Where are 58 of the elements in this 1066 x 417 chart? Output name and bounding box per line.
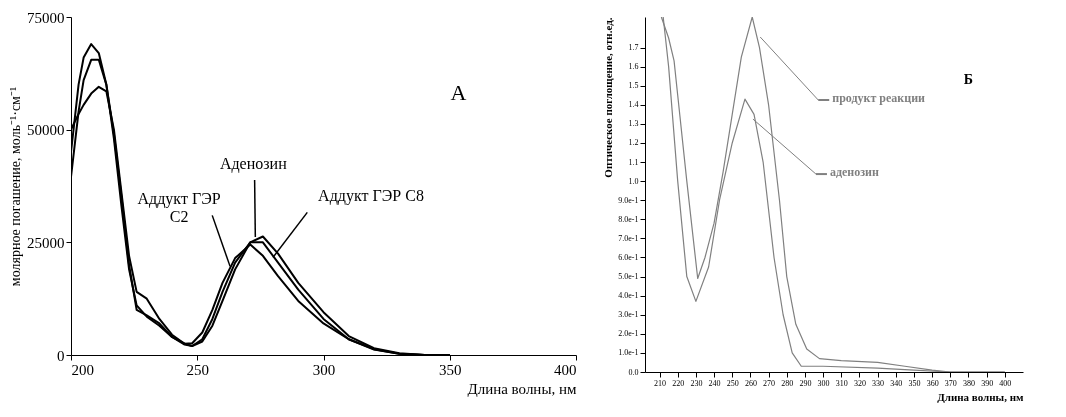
y-tick-label: 75000 [27, 9, 65, 26]
x-tick-label: 400 [999, 378, 1012, 388]
x-tick-label: 210 [654, 378, 667, 388]
y-tick-label: 1.0 [628, 176, 639, 186]
x-axis-title: Длина волны, нм [467, 380, 577, 397]
x-tick-label: 220 [672, 378, 685, 388]
annotation: Аддукт ГЭР C2 [137, 190, 221, 226]
y-axis-title: молярное погашение, моль⁻¹·см⁻¹ [8, 86, 23, 287]
y-tick-label: 0.0 [628, 367, 639, 377]
y-tick-label: 25000 [27, 234, 65, 251]
x-tick-label: 370 [944, 378, 957, 388]
legend-label: продукт реакции [832, 91, 926, 105]
y-tick-label: 1.6 [628, 62, 639, 72]
y-tick-label: 9.0e-1 [618, 195, 639, 205]
y-tick-label: 1.4 [628, 100, 639, 110]
x-tick-label: 340 [890, 378, 903, 388]
x-tick-label: 310 [835, 378, 848, 388]
x-tick-label: 200 [71, 361, 94, 378]
y-axis-title: Оптическое поглощение, отн.ед. [602, 17, 615, 178]
x-axis-title: Длина волны, нм [937, 390, 1024, 403]
x-tick-label: 350 [439, 361, 462, 378]
y-tick-label: 1.0e-1 [618, 348, 639, 358]
text: Б [963, 72, 973, 87]
y-tick-label: 5.0e-1 [618, 272, 639, 282]
x-tick-label: 300 [312, 361, 336, 378]
y-tick-label: 1.3 [628, 119, 639, 129]
y-tick-label: 3.0e-1 [618, 310, 639, 320]
y-tick-label: 7.0e-1 [618, 233, 639, 243]
x-tick-label: 390 [981, 378, 994, 388]
x-tick-label: 350 [908, 378, 921, 388]
x-tick-label: 380 [962, 378, 975, 388]
x-tick-label: 270 [763, 378, 776, 388]
x-tick-label: 400 [554, 361, 577, 378]
x-tick-label: 250 [726, 378, 739, 388]
x-tick-label: 250 [186, 361, 209, 378]
x-tick-label: 330 [872, 378, 885, 388]
annotation: Аддукт ГЭР C8 [318, 187, 424, 206]
x-tick-label: 320 [853, 378, 866, 388]
y-tick-label: 2.0e-1 [618, 329, 639, 339]
y-tick-label: 8.0e-1 [618, 214, 639, 224]
annotation: Аденозин [219, 155, 288, 174]
y-tick-label: 6.0e-1 [618, 252, 639, 262]
x-tick-label: 260 [744, 378, 757, 388]
x-tick-label: 290 [799, 378, 812, 388]
x-tick-label: 240 [708, 378, 721, 388]
x-tick-label: 300 [817, 378, 830, 388]
x-tick-label: 230 [690, 378, 703, 388]
y-tick-label: 1.7 [628, 43, 639, 53]
text: А [450, 80, 467, 105]
legend-label: аденозин [829, 165, 879, 180]
y-tick-label: 4.0e-1 [618, 291, 639, 301]
y-tick-label: 0 [57, 347, 65, 364]
y-tick-label: 1.5 [628, 81, 639, 91]
x-tick-label: 280 [781, 378, 794, 388]
x-tick-label: 360 [926, 378, 939, 388]
y-tick-label: 50000 [27, 122, 65, 139]
y-tick-label: 1.1 [628, 157, 639, 167]
y-tick-label: 1.2 [628, 138, 639, 148]
